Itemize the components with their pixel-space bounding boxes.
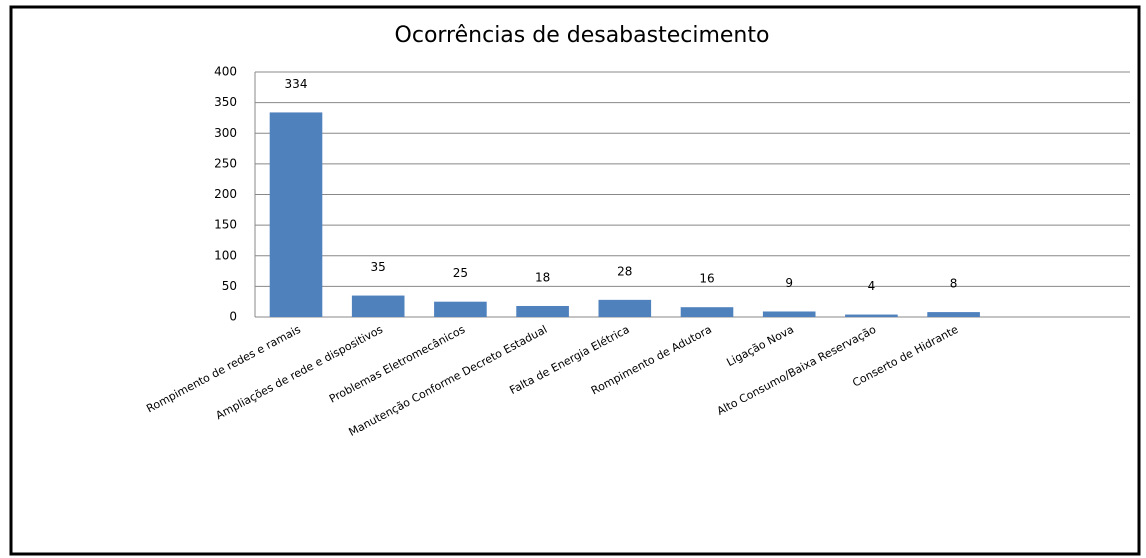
data-label: 8	[950, 277, 958, 291]
bar	[434, 301, 487, 317]
bar	[680, 307, 734, 317]
bar	[845, 314, 898, 317]
y-tick-label: 150	[214, 218, 237, 232]
data-label: 18	[535, 270, 550, 284]
y-tick-label: 300	[214, 126, 237, 140]
data-label: 25	[453, 266, 468, 280]
data-label: 9	[785, 276, 793, 290]
bar	[762, 311, 816, 317]
y-tick-label: 50	[222, 279, 237, 293]
bar	[927, 312, 980, 317]
bar	[351, 295, 405, 317]
y-tick-label: 0	[229, 310, 237, 324]
data-label: 334	[285, 77, 308, 91]
frame	[9, 5, 1141, 556]
data-label: 28	[617, 264, 632, 278]
y-tick-label: 350	[214, 95, 237, 109]
y-tick-label: 200	[214, 187, 237, 201]
data-label: 35	[371, 260, 386, 274]
data-label: 16	[699, 272, 714, 286]
y-tick-label: 100	[214, 248, 237, 262]
y-tick-label: 400	[214, 65, 237, 79]
bar	[516, 305, 569, 317]
data-label: 4	[868, 279, 876, 293]
bar	[269, 112, 323, 317]
bar	[598, 299, 652, 317]
y-tick-label: 250	[214, 156, 237, 170]
chart-title: Ocorrências de desabastecimento	[395, 23, 770, 48]
